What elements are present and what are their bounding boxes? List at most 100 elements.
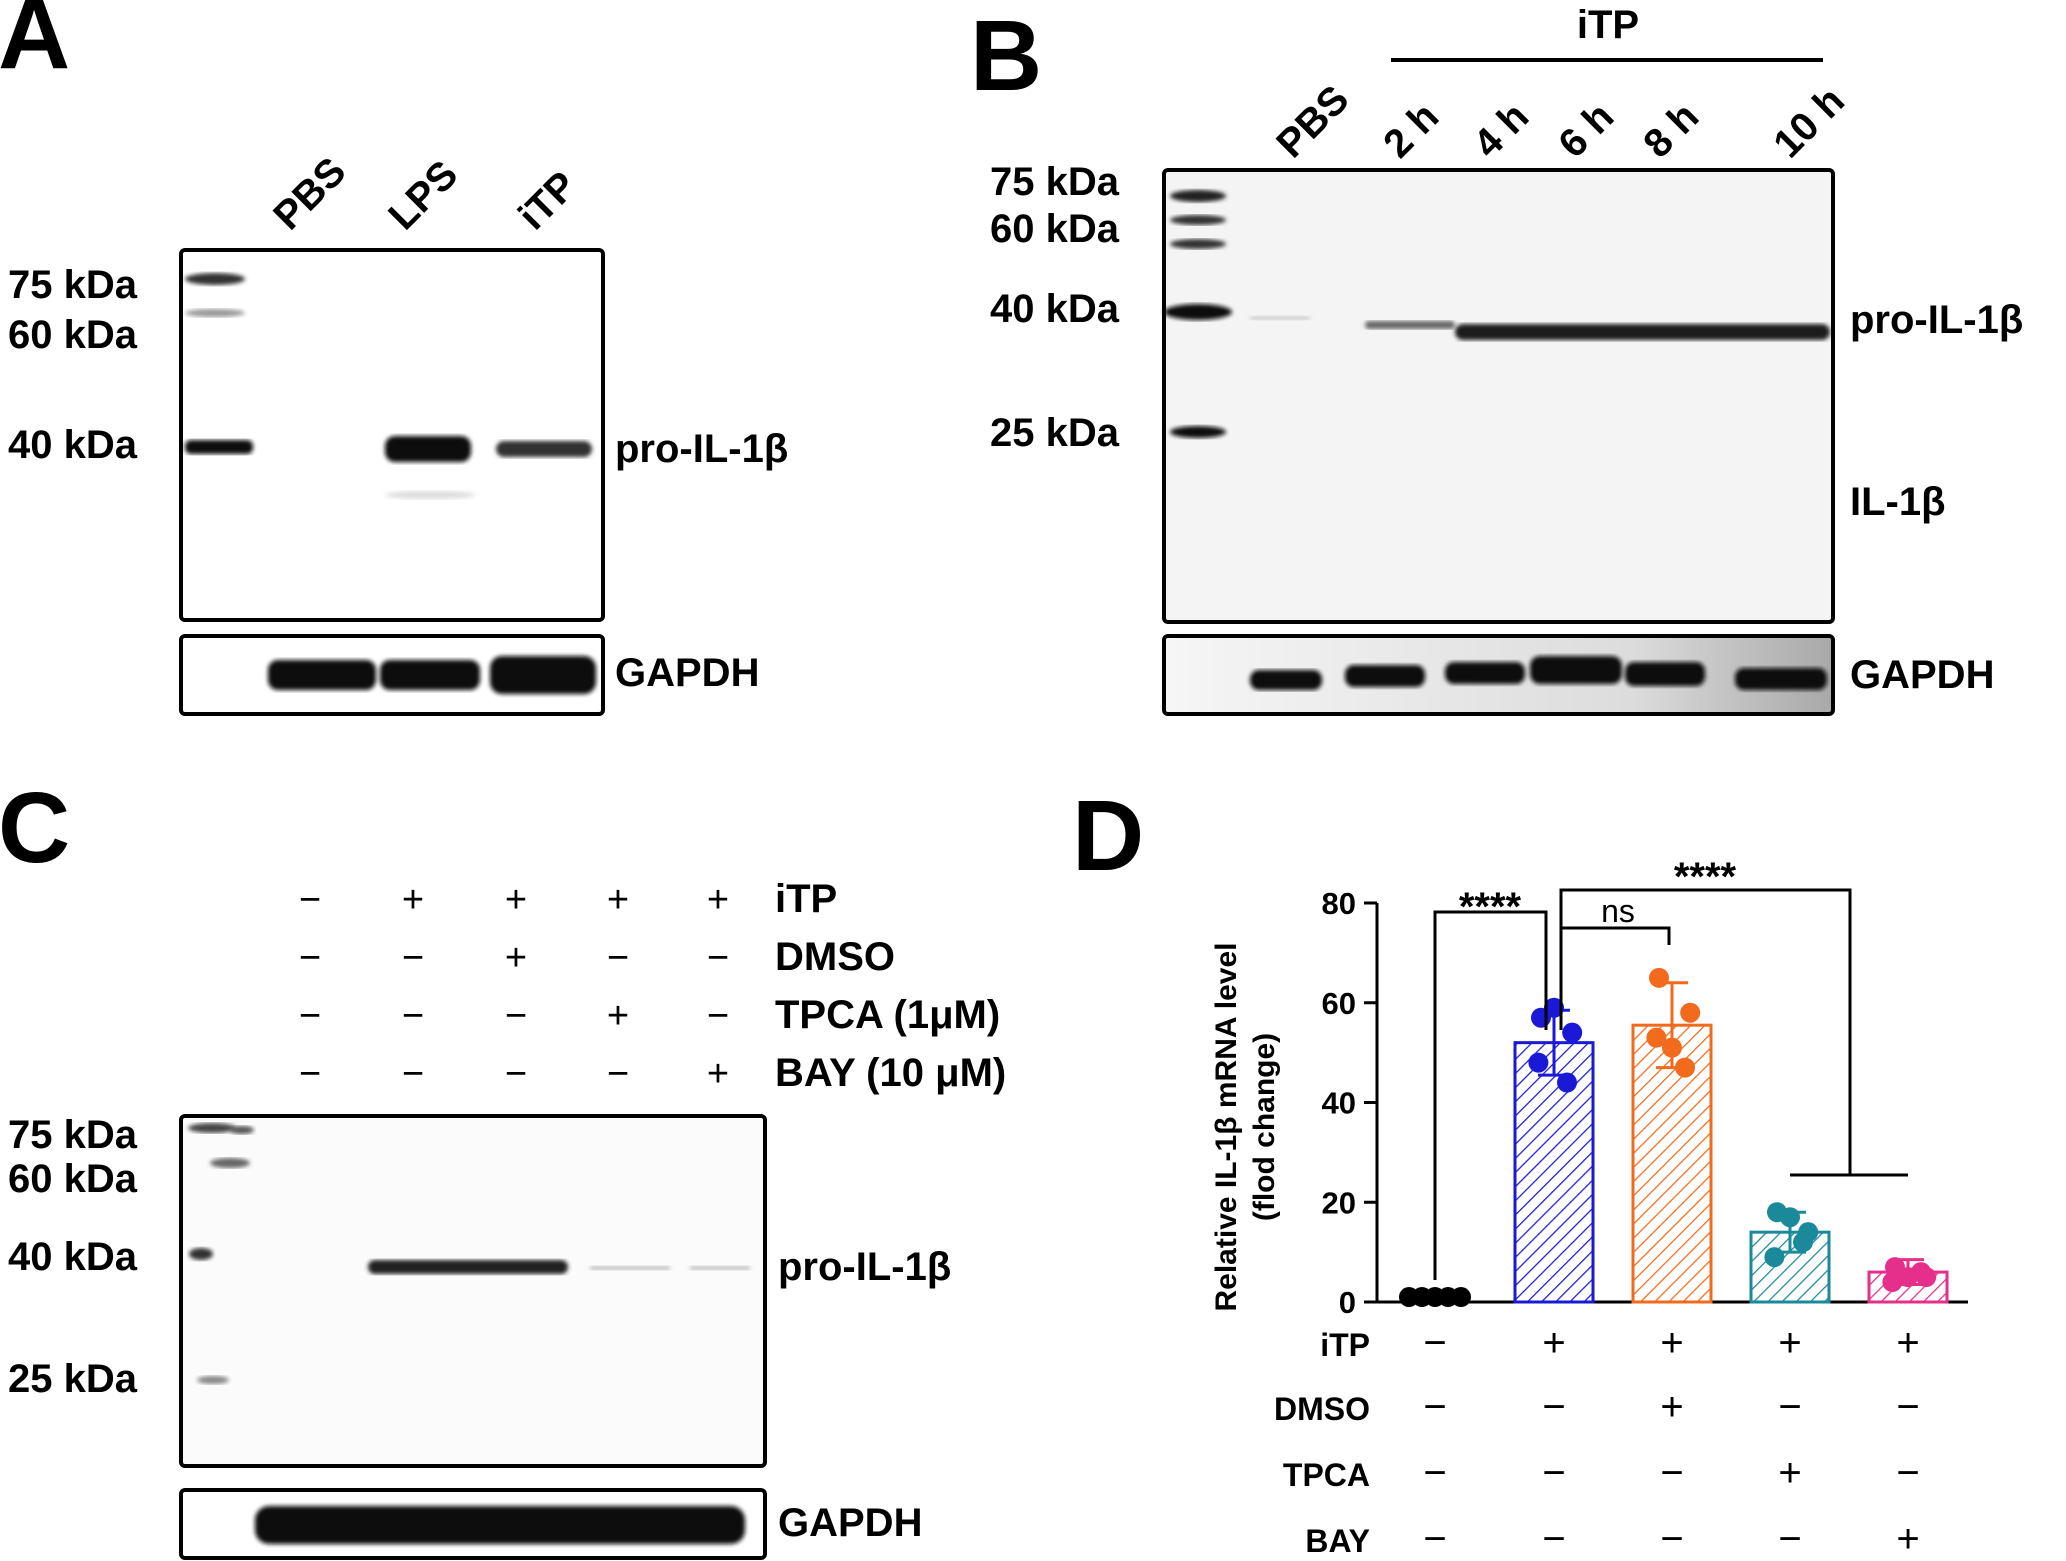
sign: −	[402, 937, 424, 979]
sign: −	[299, 1053, 321, 1095]
blot-c-main	[179, 1114, 767, 1468]
data-point	[1649, 967, 1669, 988]
marker-40kda-b: 40 kDa	[990, 287, 1120, 331]
sign: +	[402, 879, 424, 921]
y-tick-label: 80	[1322, 886, 1356, 921]
row-label-tpca: TPCA (1μM)	[775, 993, 1000, 1037]
data-point	[1898, 1267, 1918, 1288]
sign: −	[299, 995, 321, 1037]
sign: −	[607, 937, 629, 979]
treatment-sign: +	[1542, 1321, 1565, 1365]
lane-label-pbs-b: PBS	[1268, 77, 1357, 166]
band-label-il1b-b: IL-1β	[1850, 480, 1946, 524]
treatment-sign: −	[1778, 1517, 1801, 1561]
marker-60kda: 60 kDa	[8, 313, 138, 357]
lane-label-4h: 4 h	[1465, 94, 1537, 166]
treatment-sign: −	[1542, 1385, 1565, 1429]
row-itp-c: − + + + + iTP	[299, 877, 837, 921]
blot-a-gapdh-bands	[268, 656, 596, 694]
data-point	[1662, 1037, 1682, 1058]
data-point	[1646, 1027, 1667, 1048]
panel-c-letter: C	[0, 772, 70, 884]
y-axis-label: Relative IL-1β mRNA level	[1210, 943, 1243, 1312]
treatment-sign: +	[1896, 1321, 1919, 1365]
group-label-itp: iTP	[1577, 3, 1639, 47]
treatment-sign: −	[1423, 1321, 1446, 1365]
sign: −	[402, 1053, 424, 1095]
row-tpca-c: − − − + − TPCA (1μM)	[299, 993, 1000, 1037]
treatment-sign: −	[1778, 1385, 1801, 1429]
data-point	[1451, 1287, 1471, 1308]
y-tick-label: 20	[1322, 1185, 1356, 1220]
panel-b-letter: B	[970, 0, 1042, 112]
marker-75kda-c: 75 kDa	[8, 1113, 138, 1157]
data-point	[1764, 1247, 1785, 1268]
row-label-itp-d: iTP	[1320, 1327, 1370, 1363]
treatment-sign: −	[1423, 1451, 1446, 1495]
treatment-table-c: − + + + + iTP − − + − − DMSO − − − + −	[299, 877, 1006, 1095]
blot-a-bands	[185, 273, 592, 499]
significance-brackets: **** ns ****	[1433, 855, 1908, 1280]
data-point	[1680, 1002, 1701, 1023]
row-label-dmso: DMSO	[775, 935, 895, 979]
data-point	[1780, 1207, 1800, 1228]
data-point	[1544, 997, 1564, 1018]
lane-label-6h: 6 h	[1550, 94, 1622, 166]
band-label-pro-il1b: pro-IL-1β	[615, 427, 788, 471]
sign: +	[707, 879, 729, 921]
y-tick-label: 60	[1322, 986, 1356, 1021]
treatment-table-d: iTP DMSO TPCA BAY − + + + + − − + − − − − − + − − − − − +	[1274, 1321, 1920, 1561]
sign: +	[607, 995, 629, 1037]
loading-label-gapdh-b: GAPDH	[1850, 653, 1994, 697]
blot-a-main	[179, 248, 605, 622]
bracket-itp-vs-dmso	[1559, 926, 1671, 1030]
sign: −	[505, 995, 527, 1037]
sign: −	[402, 995, 424, 1037]
marker-40kda-c: 40 kDa	[8, 1235, 138, 1279]
panel-c: C − + + + + iTP − − + − − DMSO − − −	[0, 772, 1006, 1560]
blot-b-main	[1162, 168, 1835, 624]
sign: +	[505, 937, 527, 979]
bars	[1405, 1023, 1949, 1304]
treatment-sign: −	[1423, 1385, 1446, 1429]
y-tick-label: 0	[1339, 1285, 1356, 1320]
row-label-bay-d: BAY	[1305, 1523, 1370, 1559]
data-point	[1528, 1052, 1549, 1073]
bracket-itp-vs-inhibitors	[1559, 888, 1852, 1175]
marker-75kda: 75 kDa	[8, 263, 138, 307]
row-dmso-c: − − + − − DMSO	[299, 935, 895, 979]
treatment-sign: −	[1896, 1385, 1919, 1429]
treatment-sign: −	[1423, 1517, 1446, 1561]
treatment-sign: −	[1660, 1451, 1683, 1495]
blot-b-gapdh-bands	[1250, 656, 1827, 690]
y-tick-label: 40	[1322, 1086, 1356, 1121]
row-bay-c: − − − − + BAY (10 μM)	[299, 1051, 1006, 1095]
y-axis-ticks: 0 20 40 60 80	[1322, 886, 1377, 1320]
panel-d: D Relative IL-1β mRNA level (flod change…	[1072, 780, 1968, 1561]
lane-label-2h: 2 h	[1375, 94, 1447, 166]
data-point	[1675, 1057, 1695, 1078]
row-label-bay: BAY (10 μM)	[775, 1051, 1006, 1095]
lane-label-lps: LPS	[380, 152, 466, 238]
treatment-sign: +	[1660, 1321, 1683, 1365]
sig-label-2: ns	[1601, 893, 1635, 929]
blot-b-bands	[1164, 190, 1830, 438]
error-bars	[1538, 981, 1924, 1287]
treatment-sign: +	[1660, 1385, 1683, 1429]
sign: −	[299, 879, 321, 921]
band-label-pro-il1b-c: pro-IL-1β	[778, 1245, 951, 1289]
marker-25kda-b: 25 kDa	[990, 411, 1120, 455]
marker-60kda-b: 60 kDa	[990, 207, 1120, 251]
bar-itp-dmso	[1631, 1023, 1713, 1304]
marker-25kda-c: 25 kDa	[8, 1357, 138, 1401]
sig-label-1: ****	[1459, 885, 1522, 929]
treatment-sign: +	[1778, 1321, 1801, 1365]
lane-label-pbs: PBS	[265, 149, 354, 238]
data-point	[1882, 1272, 1903, 1293]
row-label-tpca-d: TPCA	[1283, 1457, 1370, 1493]
sign: −	[707, 937, 729, 979]
marker-60kda-c: 60 kDa	[8, 1157, 138, 1201]
treatment-sign: +	[1778, 1451, 1801, 1495]
lane-label-10h: 10 h	[1765, 79, 1853, 167]
sign: −	[707, 995, 729, 1037]
